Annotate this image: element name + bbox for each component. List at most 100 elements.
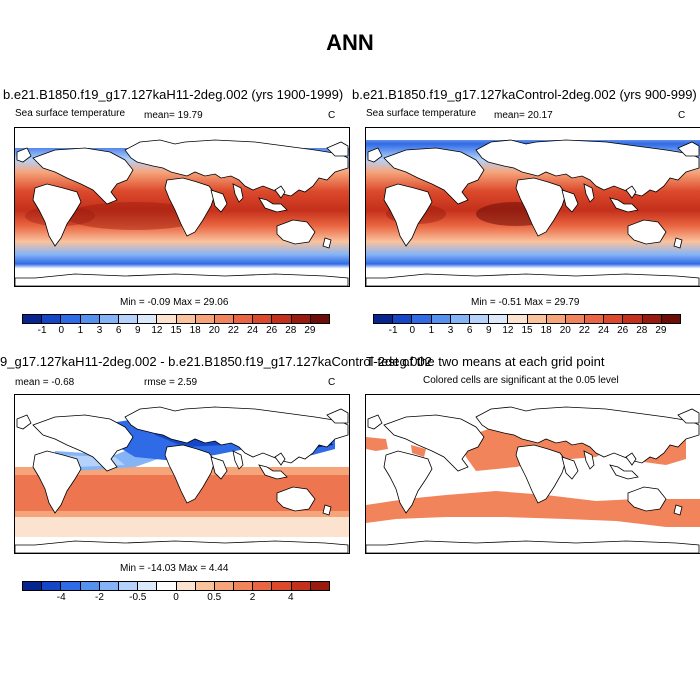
colorbar-box xyxy=(310,582,329,590)
colorbar-tick-label: 20 xyxy=(559,325,571,336)
map-br xyxy=(365,394,700,554)
colorbar-box xyxy=(253,582,273,590)
colorbar-tick-label: 4 xyxy=(287,592,294,603)
colorbar-box xyxy=(450,315,470,323)
colorbar-box xyxy=(431,315,451,323)
colorbar-tick-label: 29 xyxy=(655,325,667,336)
colorbar-tick-label: -4 xyxy=(56,592,66,603)
colorbar-box xyxy=(374,315,394,323)
colorbar-tick-label: 9 xyxy=(485,325,492,336)
colorbar-box xyxy=(61,582,81,590)
colorbar-tick-label: 1 xyxy=(77,325,84,336)
colorbar-tick-label: 12 xyxy=(502,325,514,336)
colorbar-box xyxy=(508,315,528,323)
panel-bl-title: 9_g17.127kaH11-2deg.002 - b.e21.B1850.f1… xyxy=(0,354,432,369)
colorbar-tick-label: 6 xyxy=(115,325,122,336)
sst-field-control xyxy=(366,128,700,286)
colorbar-box xyxy=(393,315,413,323)
colorbar-tick-label: 2 xyxy=(249,592,256,603)
colorbar-tick-label: 26 xyxy=(266,325,278,336)
colorbar-box xyxy=(214,315,235,323)
colorbar-tl xyxy=(22,314,330,324)
colorbar-box xyxy=(99,315,119,323)
colorbar-tick-label: 28 xyxy=(636,325,648,336)
colorbar-tick-label: 3 xyxy=(447,325,454,336)
colorbar-box xyxy=(291,582,311,590)
colorbar-tick-label: 15 xyxy=(170,325,182,336)
colorbar-box xyxy=(253,315,273,323)
colorbar-tick-label: 24 xyxy=(597,325,610,336)
colorbar-box xyxy=(80,582,100,590)
colorbar-box xyxy=(42,315,62,323)
panel-tl-title: b.e21.B1850.f19_g17.127kaH11-2deg.002 (y… xyxy=(3,87,344,102)
colorbar-box xyxy=(61,315,81,323)
panel-tl-minmax: Min = -0.09 Max = 29.06 xyxy=(120,297,229,308)
colorbar-tick-label: 0 xyxy=(409,325,416,336)
colorbar-bl-labels: -4 -2 -0.5 0 0.5 2 4 xyxy=(23,592,329,604)
colorbar-box xyxy=(234,582,254,590)
colorbar-tick-label: 20 xyxy=(208,325,220,336)
colorbar-tick-label: 0 xyxy=(173,592,179,603)
colorbar-box xyxy=(527,315,547,323)
colorbar-tick-label: 0.5 xyxy=(207,592,222,603)
colorbar-box xyxy=(42,582,62,590)
colorbar-tick-label: 18 xyxy=(540,325,552,336)
colorbar-tick-label: -0.5 xyxy=(129,592,147,603)
panel-bl-minmax: Min = -14.03 Max = 4.44 xyxy=(120,563,229,574)
panel-br-subtitle: Colored cells are significant at the 0.0… xyxy=(423,375,619,386)
panel-bl-rmse: rmse = 2.59 xyxy=(144,377,198,388)
colorbar-tick-label: 29 xyxy=(304,325,316,336)
panel-tr-minmax: Min = -0.51 Max = 29.79 xyxy=(471,297,580,308)
colorbar-tick-label: -2 xyxy=(95,592,104,603)
colorbar-box xyxy=(623,315,643,323)
map-tr xyxy=(365,127,700,287)
colorbar-tick-label: 28 xyxy=(285,325,297,336)
panel-tr-mean: mean= 20.17 xyxy=(494,110,553,121)
colorbar-box xyxy=(118,315,139,323)
colorbar-box xyxy=(272,582,292,590)
colorbar-box xyxy=(489,315,509,323)
map-tl xyxy=(14,127,350,287)
colorbar-box xyxy=(195,582,215,590)
colorbar-box xyxy=(138,315,158,323)
colorbar-box xyxy=(546,315,566,323)
colorbar-tick-label: 0 xyxy=(58,325,65,336)
colorbar-tick-label: 26 xyxy=(617,325,629,336)
colorbar-box xyxy=(23,315,43,323)
colorbar-box xyxy=(80,315,100,323)
colorbar-tick-label: 1 xyxy=(428,325,435,336)
colorbar-box xyxy=(412,315,432,323)
map-bl xyxy=(14,394,350,554)
colorbar-box xyxy=(176,582,196,590)
colorbar-tick-label: 22 xyxy=(227,325,239,336)
panel-tr-variable: Sea surface temperature xyxy=(366,108,477,119)
colorbar-box xyxy=(157,582,177,590)
colorbar-bl xyxy=(22,581,330,591)
colorbar-tick-label: 12 xyxy=(151,325,163,336)
colorbar-tick-label: 22 xyxy=(578,325,590,336)
sst-field-h11 xyxy=(15,128,349,286)
panel-bl-mean: mean = -0.68 xyxy=(15,377,75,388)
colorbar-tick-label: 18 xyxy=(189,325,201,336)
colorbar-tick-label: -1 xyxy=(37,325,47,336)
panel-bl-units: C xyxy=(328,377,336,388)
ttest-significance-field xyxy=(366,395,700,553)
colorbar-box xyxy=(195,315,215,323)
colorbar-tr-labels: -1 0 1 3 6 9 12 15 18 20 22 24 26 28 29 xyxy=(374,325,680,337)
colorbar-box xyxy=(234,315,254,323)
panel-br-title: T-test of the two means at each grid poi… xyxy=(366,354,605,369)
colorbar-tick-label: 6 xyxy=(466,325,473,336)
colorbar-box xyxy=(138,582,158,590)
colorbar-tick-label: 15 xyxy=(521,325,533,336)
colorbar-tick-label: -1 xyxy=(388,325,398,336)
colorbar-box xyxy=(604,315,624,323)
panel-tl-mean: mean= 19.79 xyxy=(144,110,203,121)
colorbar-tick-label: 24 xyxy=(246,325,259,336)
colorbar-box xyxy=(99,582,119,590)
colorbar-box xyxy=(661,315,680,323)
panel-tr-units: C xyxy=(678,110,686,121)
colorbar-box xyxy=(157,315,177,323)
sst-difference-field xyxy=(15,395,349,553)
colorbar-tick-label: 3 xyxy=(96,325,103,336)
colorbar-box xyxy=(272,315,292,323)
